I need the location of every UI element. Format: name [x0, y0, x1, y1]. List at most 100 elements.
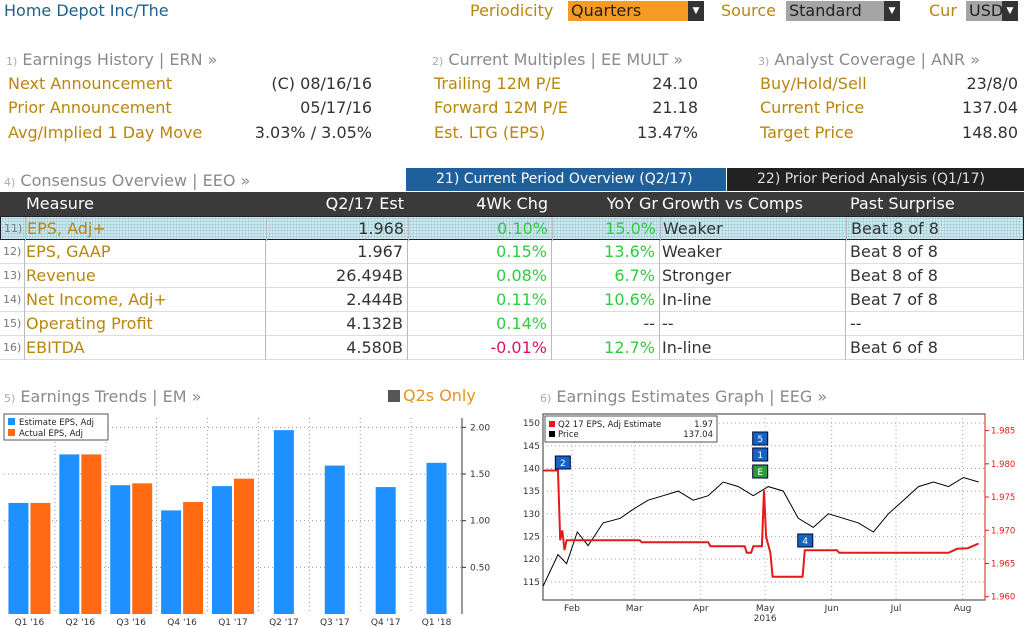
measure-cell: EBITDA — [26, 336, 266, 360]
earnings-trends-link[interactable]: 5) Earnings Trends | EM » — [4, 387, 201, 406]
table-row[interactable]: 13) Revenue 26.494B 0.08% 6.7% Stronger Beat 8… — [0, 264, 1024, 288]
trailing-pe-label: Trailing 12M P/E — [434, 74, 561, 93]
estimate-cell: 4.132B — [270, 312, 408, 336]
tab-current-period[interactable]: 21) Current Period Overview (Q2/17) — [406, 168, 726, 191]
col-header-measure[interactable]: Measure — [26, 194, 94, 213]
growth-comps-cell: In-line — [660, 336, 846, 360]
y-tick-label: 2.00 — [470, 423, 490, 433]
yoy-gr-cell: 13.6% — [552, 240, 660, 264]
panel-title: Analyst Coverage | ANR » — [774, 50, 981, 69]
current-multiples-link[interactable]: 2) Current Multiples | EE MULT » — [432, 50, 683, 69]
bar-actual — [30, 502, 51, 614]
right-tick-label: 1.970 — [991, 526, 1015, 536]
x-tick-label: Q4 '16 — [167, 618, 197, 628]
left-tick-label: 140 — [523, 464, 540, 474]
tab-prior-period[interactable]: 22) Prior Period Analysis (Q1/17) — [727, 168, 1024, 191]
col-header-4wk-chg[interactable]: 4Wk Chg — [476, 194, 548, 213]
source-dropdown[interactable]: Standard ▼ — [786, 1, 900, 21]
chevron-down-icon: ▼ — [884, 1, 900, 21]
periodicity-dropdown[interactable]: Quarters ▼ — [568, 1, 704, 21]
checkbox-icon — [388, 390, 400, 402]
table-row[interactable]: 16) EBITDA 4.580B -0.01% 12.7% In-line Beat 6 … — [0, 336, 1024, 360]
bar-estimate — [212, 486, 232, 614]
x-tick-label: Jun — [824, 604, 839, 614]
currency-value: USD — [969, 1, 1004, 20]
bar-estimate — [324, 465, 345, 614]
q2s-only-toggle[interactable]: Q2s Only — [388, 386, 476, 405]
col-header-yoy-gr[interactable]: YoY Gr — [606, 194, 658, 213]
growth-comps-cell: Stronger — [660, 264, 846, 288]
bar-estimate — [161, 510, 182, 614]
right-tick-label: 1.965 — [991, 559, 1015, 569]
bar-estimate — [375, 487, 396, 614]
buy-hold-sell-value: 23/8/0 — [966, 74, 1019, 93]
legend-label-estimate: Q2 17 EPS, Adj Estimate — [558, 420, 661, 430]
top-bar: Home Depot Inc/The Periodicity Quarters … — [0, 0, 1024, 24]
event-marker — [752, 447, 769, 462]
day-move-label: Avg/Implied 1 Day Move — [8, 123, 203, 142]
table-row[interactable]: 14) Net Income, Adj+ 2.444B 0.11% 10.6% In-li… — [0, 288, 1024, 312]
bar-estimate — [110, 485, 131, 614]
forward-pe-value: 21.18 — [652, 98, 698, 117]
x-tick-label: Feb — [564, 604, 580, 614]
analyst-coverage-link[interactable]: 3) Analyst Coverage | ANR » — [758, 50, 980, 69]
yoy-gr-cell: -- — [552, 312, 660, 336]
trailing-pe-value: 24.10 — [652, 74, 698, 93]
col-header-past-surprise[interactable]: Past Surprise — [850, 194, 955, 213]
day-move-value: 3.03% / 3.05% — [254, 123, 372, 142]
legend-value-estimate: 1.97 — [694, 420, 713, 430]
measure-cell: EPS, GAAP — [26, 240, 266, 264]
row-index: 14) — [3, 288, 25, 312]
past-surprise-cell: -- — [848, 312, 1024, 336]
col-header-growth-comps[interactable]: Growth vs Comps — [662, 194, 803, 213]
panel-number: 1) — [6, 55, 18, 68]
series-line-price — [542, 476, 979, 587]
x-tick-label: May — [756, 604, 775, 614]
row-index: 13) — [3, 264, 25, 288]
panel-number: 4) — [4, 176, 16, 189]
measure-cell: Net Income, Adj+ — [26, 288, 266, 312]
4wk-chg-cell: 0.11% — [410, 288, 552, 312]
estimate-cell: 1.967 — [270, 240, 408, 264]
bar-actual — [132, 483, 153, 614]
tab-label: 22) Prior Period Analysis (Q1/17) — [757, 171, 985, 187]
buy-hold-sell-label: Buy/Hold/Sell — [760, 74, 867, 93]
left-tick-label: 120 — [523, 555, 540, 565]
measure-cell: EPS, Adj+ — [27, 217, 267, 241]
table-row[interactable]: 15) Operating Profit 4.132B 0.14% -- -- -- — [0, 312, 1024, 336]
legend-swatch-estimate — [8, 418, 15, 425]
growth-comps-cell: Weaker — [660, 240, 846, 264]
table-row[interactable]: 11) EPS, Adj+ 1.968 0.10% 15.0% Weaker Beat 8 … — [0, 216, 1024, 241]
legend-swatch-price — [549, 431, 555, 437]
col-header-estimate[interactable]: Q2/17 Est — [325, 194, 404, 213]
x-tick-label: Q1 '18 — [422, 618, 452, 628]
yoy-gr-cell: 12.7% — [552, 336, 660, 360]
earnings-history-link[interactable]: 1) Earnings History | ERN » — [6, 50, 217, 69]
bar-actual — [81, 454, 102, 614]
panel-number: 6) — [540, 392, 552, 405]
earnings-estimates-graph-link[interactable]: 6) Earnings Estimates Graph | EEG » — [540, 387, 827, 406]
event-marker-label: 5 — [757, 435, 763, 445]
right-tick-label: 1.975 — [991, 493, 1015, 503]
yoy-gr-cell: 6.7% — [552, 264, 660, 288]
left-tick-label: 135 — [523, 487, 540, 497]
table-row[interactable]: 12) EPS, GAAP 1.967 0.15% 13.6% Weaker Beat 8 … — [0, 240, 1024, 264]
growth-comps-cell: -- — [660, 312, 846, 336]
next-announcement-value: (C) 08/16/16 — [271, 74, 372, 93]
panel-number: 2) — [432, 55, 444, 68]
event-marker-label: E — [757, 468, 763, 478]
source-label: Source — [721, 1, 776, 20]
consensus-overview-link[interactable]: 4) Consensus Overview | EEO » — [4, 171, 250, 190]
currency-dropdown[interactable]: USD ▼ — [966, 1, 1018, 21]
next-announcement-label: Next Announcement — [8, 74, 173, 93]
bar-estimate — [273, 430, 294, 614]
4wk-chg-cell: 0.08% — [410, 264, 552, 288]
event-marker-label: 1 — [757, 451, 763, 461]
legend-box — [544, 415, 718, 443]
legend-swatch-estimate — [549, 421, 555, 427]
q2s-only-label: Q2s Only — [403, 386, 476, 405]
panel-title: Earnings History | ERN » — [22, 50, 218, 69]
legend-label-actual: Actual EPS, Adj — [19, 429, 83, 439]
estimate-cell: 26.494B — [270, 264, 408, 288]
target-price-label: Target Price — [760, 123, 854, 142]
